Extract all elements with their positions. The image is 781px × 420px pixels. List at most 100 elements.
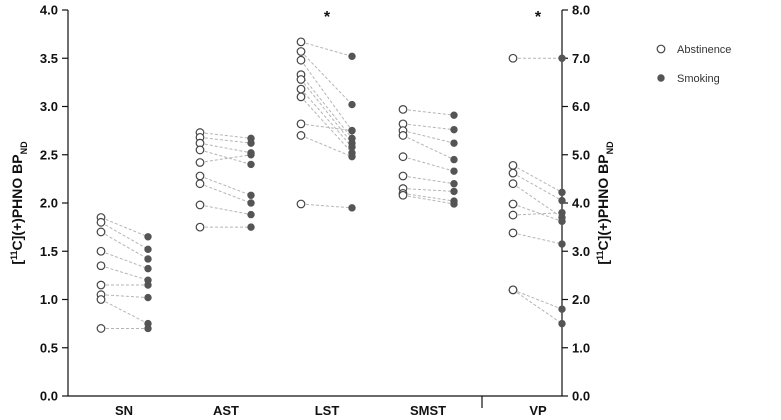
pair-connector — [512, 212, 563, 216]
smoking-point — [558, 319, 566, 328]
pair-connector — [100, 265, 149, 281]
smoking-point — [247, 199, 255, 207]
smoking-point — [450, 200, 458, 208]
smoking-point — [558, 305, 566, 313]
smoking-point — [450, 187, 458, 196]
abstinence-point — [398, 131, 408, 140]
smoking-point — [558, 240, 566, 248]
abstinence-point — [398, 152, 408, 162]
pair-connector — [199, 136, 252, 144]
pair-connector — [100, 294, 149, 299]
abstinence-point — [296, 92, 306, 102]
pair-connector — [300, 88, 353, 148]
right-axis-tick-label: 2.0 — [572, 292, 590, 307]
pair-connector — [199, 183, 252, 204]
pair-connector — [402, 175, 455, 185]
smoking-point — [558, 196, 566, 205]
abstinence-point — [96, 324, 106, 333]
abstinence-point — [296, 55, 306, 65]
abstinence-point — [508, 199, 518, 209]
left-axis-tick-label: 4.0 — [40, 3, 58, 18]
significance-marker-vp: * — [535, 9, 542, 26]
abstinence-point — [195, 200, 205, 210]
pair-connector — [512, 172, 563, 202]
smoking-point — [450, 111, 458, 119]
abstinence-point — [398, 171, 408, 181]
left-axis-tick-label: 3.0 — [40, 99, 58, 114]
legend-label-abstinence: Abstinence — [677, 44, 731, 56]
legend-label-smoking: Smoking — [677, 73, 720, 85]
pair-connector — [300, 41, 353, 57]
category-label-lst: LST — [315, 403, 340, 418]
smoking-point — [144, 233, 152, 241]
right-axis-tick-label: 6.0 — [572, 99, 590, 114]
abstinence-point — [195, 145, 205, 155]
smoking-point — [450, 155, 458, 164]
pair-connector — [402, 192, 455, 202]
abstinence-point — [195, 171, 205, 181]
abstinence-point — [508, 210, 518, 220]
pair-connector — [300, 51, 353, 105]
abstinence-point — [195, 158, 205, 167]
smoking-point — [144, 281, 152, 289]
abstinence-point — [508, 228, 518, 238]
pair-connector — [512, 232, 563, 245]
pair-connector — [199, 149, 252, 165]
smoking-point — [558, 217, 566, 226]
abstinence-point — [296, 47, 306, 56]
smoking-point — [247, 191, 255, 199]
smoking-point — [348, 152, 356, 161]
smoking-point — [144, 264, 152, 273]
smoking-point — [348, 52, 356, 61]
pair-connector — [199, 142, 252, 154]
pair-connector — [100, 299, 149, 325]
smoking-point — [247, 210, 255, 219]
right-axis-tick-label: 1.0 — [572, 340, 590, 355]
smoking-point — [247, 151, 255, 159]
pair-connector — [402, 194, 455, 205]
smoking-point — [450, 139, 458, 147]
abstinence-point — [96, 280, 106, 290]
pair-connector — [402, 188, 455, 192]
smoking-point — [348, 100, 356, 109]
abstinence-point — [508, 168, 518, 178]
left-axis-tick-label: 2.5 — [40, 147, 58, 162]
abstinence-point — [96, 217, 106, 227]
pair-connector — [402, 123, 455, 131]
label-layer: 0.0 0.5 1.0 1.5 2.0 2.5 3.0 3.5 4.0 0.0 1.0 2.0 3.0 4… — [9, 3, 731, 419]
smoking-point — [144, 324, 152, 333]
pair-connector — [199, 154, 252, 163]
smoking-point — [450, 167, 458, 175]
abstinence-point — [508, 285, 518, 295]
pair-connector — [300, 79, 353, 144]
abstinence-point — [508, 179, 518, 189]
pair-connector — [300, 96, 353, 154]
pair-connector — [402, 156, 455, 172]
right-axis-title: [11C](+)PHNO BPND — [595, 141, 615, 265]
abstinence-point — [398, 190, 408, 200]
pair-connector — [300, 59, 353, 131]
pair-connector — [100, 217, 149, 238]
pair-connector — [199, 132, 252, 139]
smoking-point — [558, 208, 566, 217]
left-axis-tick-label: 1.0 — [40, 292, 58, 307]
abstinence-point — [96, 295, 106, 304]
pair-connector — [300, 123, 353, 132]
smoking-point — [247, 160, 255, 169]
pair-connector — [300, 134, 353, 158]
right-axis-tick-label: 8.0 — [572, 3, 590, 18]
connector-layer — [100, 41, 563, 329]
pair-connector — [300, 203, 353, 209]
right-axis-tick-label: 3.0 — [572, 244, 590, 259]
abstinence-point — [96, 246, 106, 256]
smoking-point — [450, 179, 458, 188]
pair-connector — [402, 134, 455, 161]
smoking-point — [144, 245, 152, 254]
abstinence-point — [398, 104, 408, 114]
left-axis-title: [11C](+)PHNO BPND — [9, 141, 29, 265]
smoking-point — [144, 255, 152, 263]
pair-connector — [512, 289, 563, 310]
smoking-point — [558, 188, 566, 197]
pair-connector — [512, 289, 563, 325]
